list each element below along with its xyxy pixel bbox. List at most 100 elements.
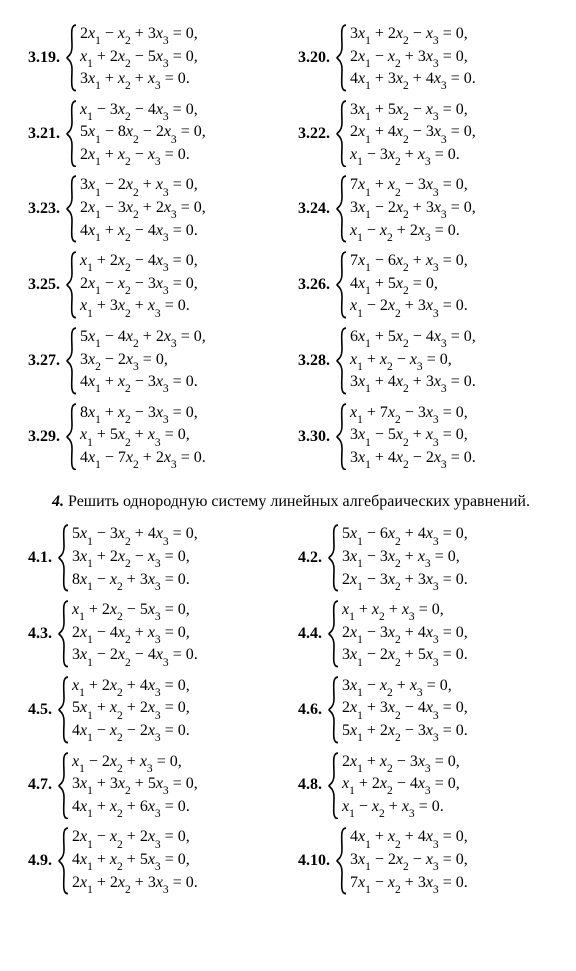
equation-system: 2x1 − x2 + 3x3 = 0, x1 + 2x2 − 5x3 = 0,3… (66, 24, 198, 92)
problem: 3.20.3x1 + 2x2 − x3 = 0,2x1 − x2 + 3x3 =… (298, 24, 548, 92)
problem-number: 3.30. (298, 428, 330, 446)
equation: 4x1 + 3x2 + 4x3 = 0. (350, 69, 476, 92)
left-brace-icon (58, 827, 70, 895)
equation-list: 7x1 − 6x2 + x3 = 0,4x1 + 5x2 = 0, x1 − 2… (348, 251, 468, 319)
problem: 3.25. x1 + 2x2 − 4x3 = 0,2x1 − x2 − 3x3 … (28, 251, 278, 319)
equation: x1 + 3x2 + x3 = 0. (80, 296, 198, 319)
equation-list: x1 + 2x2 + 4x3 = 0,5x1 + x2 + 2x3 = 0,4x… (70, 676, 190, 744)
equation: 6x1 + 5x2 − 4x3 = 0, (350, 327, 476, 350)
equation: 2x1 − 4x2 + x3 = 0, (72, 623, 198, 646)
problem-number: 4.9. (28, 852, 52, 870)
left-brace-icon (328, 676, 340, 744)
section-4-heading: 4. Решить однородную систему линейных ал… (28, 492, 548, 512)
equation: 2x1 + 4x2 − 3x3 = 0, (350, 122, 476, 145)
problem-number: 4.2. (298, 549, 322, 567)
equation: 3x1 − 3x2 + x3 = 0, (342, 547, 468, 570)
equation: x1 + 2x2 + 4x3 = 0, (72, 676, 190, 699)
section-number: 4. (52, 493, 64, 510)
problem: 3.28.6x1 + 5x2 − 4x3 = 0, x1 + x2 − x3 =… (298, 327, 548, 395)
equation: 2x1 − x2 − 3x3 = 0, (80, 274, 198, 297)
equation-system: 7x1 + x2 − 3x3 = 0,3x1 − 2x2 + 3x3 = 0, … (336, 175, 476, 243)
problem: 3.22.3x1 + 5x2 − x3 = 0,2x1 + 4x2 − 3x3 … (298, 100, 548, 168)
equation-system: 2x1 + x2 − 3x3 = 0, x1 + 2x2 − 4x3 = 0, … (328, 752, 460, 820)
equation: x1 + 7x2 − 3x3 = 0, (350, 403, 476, 426)
problem-number: 3.23. (28, 200, 60, 218)
equation-list: 8x1 + x2 − 3x3 = 0, x1 + 5x2 + x3 = 0,4x… (78, 403, 206, 471)
problem-group-3: 3.19. 2x1 − x2 + 3x3 = 0, x1 + 2x2 − 5x3 … (28, 24, 548, 470)
problem-row: 3.27. 5x1 − 4x2 + 2x3 = 0, 3x2 − 2x3 = 0,… (28, 327, 548, 395)
equation: 5x1 − 6x2 + 4x3 = 0, (342, 524, 468, 547)
equation: 5x1 − 3x2 + 4x3 = 0, (72, 524, 198, 547)
equation: 3x1 + 4x2 + 3x3 = 0. (350, 372, 476, 395)
equation-list: 7x1 + x2 − 3x3 = 0,3x1 − 2x2 + 3x3 = 0, … (348, 175, 476, 243)
equation: x1 − 3x2 + x3 = 0. (350, 145, 476, 168)
problem-number: 4.4. (298, 625, 322, 643)
equation: 2x1 + 3x2 − 4x3 = 0, (342, 698, 468, 721)
equation: 2x1 − x2 + 3x3 = 0, (80, 24, 198, 47)
problem-row: 3.29. 8x1 + x2 − 3x3 = 0, x1 + 5x2 + x3 =… (28, 403, 548, 471)
equation-list: x1 + 2x2 − 4x3 = 0,2x1 − x2 − 3x3 = 0, x… (78, 251, 198, 319)
equation: 3x1 − x2 + x3 = 0, (342, 676, 468, 699)
problem: 3.29. 8x1 + x2 − 3x3 = 0, x1 + 5x2 + x3 =… (28, 403, 278, 471)
left-brace-icon (66, 24, 78, 92)
problem-row: 3.19. 2x1 − x2 + 3x3 = 0, x1 + 2x2 − 5x3 … (28, 24, 548, 92)
problem: 3.26. 7x1 − 6x2 + x3 = 0,4x1 + 5x2 = 0, x… (298, 251, 548, 319)
left-brace-icon (336, 327, 348, 395)
equation-list: 6x1 + 5x2 − 4x3 = 0, x1 + x2 − x3 = 0,3x… (348, 327, 476, 395)
equation-list: 5x1 − 6x2 + 4x3 = 0,3x1 − 3x2 + x3 = 0,2… (340, 524, 468, 592)
equation-system: 3x1 + 2x2 − x3 = 0,2x1 − x2 + 3x3 = 0,4x… (336, 24, 476, 92)
left-brace-icon (66, 403, 78, 471)
problem-number: 3.29. (28, 428, 60, 446)
equation: x1 + 2x2 − 4x3 = 0, (80, 251, 198, 274)
left-brace-icon (336, 175, 348, 243)
problem-number: 4.10. (298, 852, 330, 870)
equation: 4x1 + 5x2 = 0, (350, 274, 468, 297)
equation-system: 6x1 + 5x2 − 4x3 = 0, x1 + x2 − x3 = 0,3x… (336, 327, 476, 395)
left-brace-icon (336, 100, 348, 168)
problem: 4.4. x1 + x2 + x3 = 0,2x1 − 3x2 + 4x3 = … (298, 600, 548, 668)
equation: 3x1 − 2x2 + x3 = 0, (80, 175, 206, 198)
equation: x1 + 5x2 + x3 = 0, (80, 425, 206, 448)
equation-system: 3x1 − x2 + x3 = 0,2x1 + 3x2 − 4x3 = 0,5x… (328, 676, 468, 744)
equation: 3x1 − 5x2 + x3 = 0, (350, 425, 476, 448)
equation: 4x1 + x2 − 4x3 = 0. (80, 221, 206, 244)
problem: 4.1.5x1 − 3x2 + 4x3 = 0,3x1 + 2x2 − x3 =… (28, 524, 278, 592)
equation-list: 2x1 + x2 − 3x3 = 0, x1 + 2x2 − 4x3 = 0, … (340, 752, 460, 820)
left-brace-icon (66, 251, 78, 319)
equation: 3x1 + 4x2 − 2x3 = 0. (350, 448, 476, 471)
equation: 4x1 + x2 + 6x3 = 0. (72, 797, 198, 820)
problem: 4.5. x1 + 2x2 + 4x3 = 0,5x1 + x2 + 2x3 =… (28, 676, 278, 744)
equation: 3x1 + 3x2 + 5x3 = 0, (72, 774, 198, 797)
equation: 3x1 − 2x2 + 5x3 = 0. (342, 645, 468, 668)
equation: 8x1 − x2 + 3x3 = 0. (72, 570, 198, 593)
problem-number: 3.27. (28, 352, 60, 370)
problem-number: 4.3. (28, 625, 52, 643)
equation: 7x1 − 6x2 + x3 = 0, (350, 251, 468, 274)
problem: 4.8.2x1 + x2 − 3x3 = 0, x1 + 2x2 − 4x3 =… (298, 752, 548, 820)
equation-system: x1 − 2x2 + x3 = 0,3x1 + 3x2 + 5x3 = 0,4x… (58, 752, 198, 820)
problem-row: 4.1.5x1 − 3x2 + 4x3 = 0,3x1 + 2x2 − x3 =… (28, 524, 548, 592)
equation: 2x1 − x2 + 2x3 = 0, (72, 827, 198, 850)
problem-row: 3.23. 3x1 − 2x2 + x3 = 0,2x1 − 3x2 + 2x3 … (28, 175, 548, 243)
equation: 4x1 + x2 + 5x3 = 0, (72, 850, 198, 873)
equation: 2x1 + 2x2 + 3x3 = 0. (72, 873, 198, 896)
left-brace-icon (328, 524, 340, 592)
equation-system: 3x1 − 2x2 + x3 = 0,2x1 − 3x2 + 2x3 = 0,4… (66, 175, 206, 243)
problem-number: 3.26. (298, 276, 330, 294)
problem-number: 3.19. (28, 49, 60, 67)
equation: 2x1 − 3x2 + 3x3 = 0. (342, 570, 468, 593)
left-brace-icon (58, 524, 70, 592)
section-text: Решить однородную систему линейных алгеб… (68, 493, 530, 510)
equation: 7x1 + x2 − 3x3 = 0, (350, 175, 476, 198)
equation: 7x1 − x2 + 3x3 = 0. (350, 873, 468, 896)
equation: 5x1 + 2x2 − 3x3 = 0. (342, 721, 468, 744)
problem-row: 3.25. x1 + 2x2 − 4x3 = 0,2x1 − x2 − 3x3 … (28, 251, 548, 319)
equation-list: 5x1 − 4x2 + 2x3 = 0, 3x2 − 2x3 = 0,4x1 +… (78, 327, 206, 395)
equation-list: x1 + 2x2 − 5x3 = 0,2x1 − 4x2 + x3 = 0,3x… (70, 600, 198, 668)
equation-system: 4x1 + x2 + 4x3 = 0,3x1 − 2x2 − x3 = 0,7x… (336, 827, 468, 895)
left-brace-icon (328, 752, 340, 820)
equation: 5x1 − 8x2 − 2x3 = 0, (80, 122, 206, 145)
equation-system: x1 + 2x2 − 5x3 = 0,2x1 − 4x2 + x3 = 0,3x… (58, 600, 198, 668)
problem-number: 3.25. (28, 276, 60, 294)
problem: 4.6.3x1 − x2 + x3 = 0,2x1 + 3x2 − 4x3 = … (298, 676, 548, 744)
